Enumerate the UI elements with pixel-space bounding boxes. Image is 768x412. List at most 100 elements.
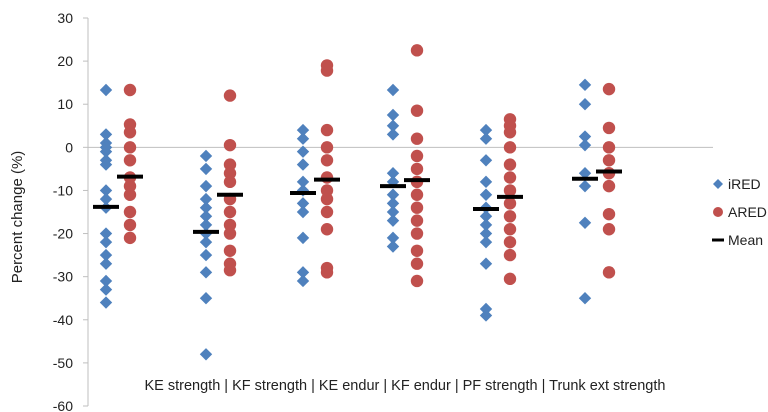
ired-point <box>386 119 400 132</box>
ared-point <box>503 141 517 154</box>
ired-point <box>479 210 493 223</box>
ired-point <box>296 205 310 219</box>
ared-point <box>223 205 237 219</box>
ared-point <box>123 154 137 167</box>
ired-point <box>99 158 113 171</box>
ired-point <box>99 296 113 309</box>
ared-point <box>123 83 137 97</box>
ired-point <box>386 197 400 210</box>
ired-point <box>99 227 113 240</box>
ared-point <box>410 104 424 117</box>
ared-point <box>602 154 616 167</box>
ared-point <box>503 210 517 223</box>
ired-point <box>386 205 400 219</box>
ired-point <box>199 266 213 279</box>
ired-point <box>479 302 493 316</box>
ired-point <box>578 167 592 180</box>
ired-point <box>578 292 592 305</box>
ired-point <box>199 201 213 214</box>
ared-point <box>123 231 137 245</box>
ired-point <box>386 128 400 141</box>
ared-point <box>320 154 334 167</box>
ared-point <box>223 158 237 171</box>
legend-mean-label: Mean <box>728 232 763 248</box>
ired-point <box>386 188 400 201</box>
ired-point <box>386 108 400 122</box>
ared-point <box>123 218 137 232</box>
ired-point <box>479 235 493 249</box>
ired-point <box>578 179 592 193</box>
y-tick-label: -60 <box>53 398 73 412</box>
ired-point <box>99 128 113 141</box>
ired-point <box>386 231 400 245</box>
y-tick-label: 0 <box>65 139 73 155</box>
data-marks <box>93 44 622 361</box>
ared-point <box>320 123 334 137</box>
ired-point <box>296 145 310 158</box>
ared-point <box>410 227 424 240</box>
category-label-line: KE strength | KF strength | KE endur | K… <box>145 378 666 394</box>
ared-point <box>123 179 137 193</box>
ared-point <box>503 184 517 197</box>
ared-point <box>410 132 424 145</box>
ired-point <box>578 216 592 229</box>
ared-point <box>602 223 616 236</box>
ired-point <box>479 123 493 137</box>
ared-point <box>410 201 424 214</box>
ared-point <box>223 218 237 232</box>
ared-point <box>320 205 334 219</box>
ared-point <box>123 205 137 219</box>
ared-point <box>223 244 237 257</box>
y-tick-label: -40 <box>53 312 73 328</box>
legend-ared-label: ARED <box>728 204 767 220</box>
ared-point <box>320 266 334 279</box>
ired-point <box>199 218 213 232</box>
ared-point <box>410 44 424 57</box>
y-tick-label: -10 <box>53 182 73 198</box>
ired-point <box>386 240 400 253</box>
ared-point <box>223 89 237 102</box>
ared-point <box>410 274 424 288</box>
ired-point <box>199 348 213 361</box>
ared-point <box>410 149 424 163</box>
ired-point <box>578 138 592 152</box>
ired-point <box>199 292 213 305</box>
ired-point <box>99 235 113 249</box>
y-tick-label: -20 <box>53 226 73 242</box>
ared-point <box>123 126 137 139</box>
ired-point <box>199 235 213 249</box>
ired-point <box>578 98 592 111</box>
y-tick-label: 10 <box>57 96 73 112</box>
ared-point <box>602 207 616 221</box>
legend: iRED ARED Mean <box>712 176 767 248</box>
ired-point <box>479 154 493 167</box>
ared-point <box>223 264 237 277</box>
ared-point <box>503 223 517 236</box>
ired-point <box>99 257 113 270</box>
ared-point <box>602 141 616 154</box>
ared-point <box>320 141 334 154</box>
ared-point <box>223 175 237 189</box>
ared-point <box>503 197 517 210</box>
ared-point <box>503 272 517 286</box>
y-axis-ticks: 30 20 10 0 -10 -20 -30 -40 -50 -60 <box>53 10 88 412</box>
ired-point <box>479 175 493 189</box>
ired-point <box>386 83 400 97</box>
ired-point <box>199 149 213 163</box>
ared-point <box>410 188 424 201</box>
legend-diamond-icon <box>713 179 723 189</box>
ired-point <box>296 158 310 171</box>
ared-point <box>503 171 517 184</box>
ired-point <box>578 78 592 92</box>
ared-point <box>410 162 424 176</box>
ared-point <box>223 227 237 240</box>
ired-point <box>296 123 310 137</box>
ired-point <box>199 192 213 206</box>
ared-point <box>320 192 334 206</box>
ired-point <box>199 248 213 262</box>
ired-point <box>199 162 213 176</box>
ared-point <box>503 235 517 249</box>
ired-point <box>99 248 113 262</box>
plot-area <box>87 18 713 406</box>
